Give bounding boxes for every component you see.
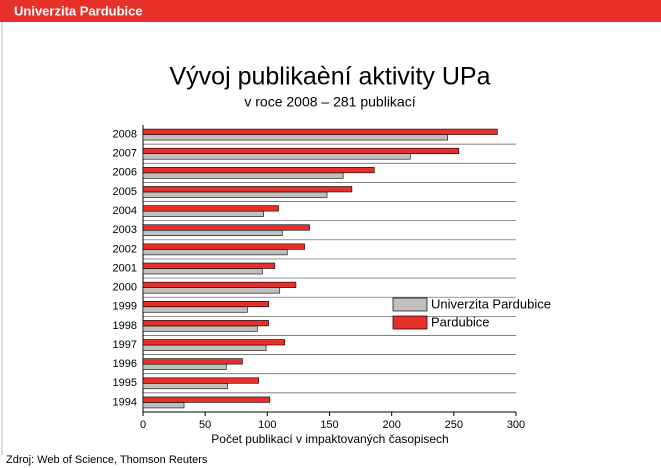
bar — [142, 205, 279, 212]
bar — [142, 134, 448, 141]
y-tick-label: 2006 — [113, 167, 137, 179]
x-tick-label: 300 — [507, 419, 525, 431]
bar — [142, 191, 328, 198]
header-bar — [0, 0, 661, 22]
x-tick-label: 150 — [320, 419, 338, 431]
y-tick-label: 1998 — [113, 320, 137, 332]
header-title: Univerzita Pardubice — [14, 3, 143, 18]
bar — [142, 243, 305, 250]
bar — [142, 358, 243, 365]
bar — [142, 363, 227, 370]
bar — [142, 249, 288, 256]
bar — [142, 229, 283, 237]
bar — [142, 186, 353, 193]
x-axis-label: Počet publikací v impaktovaných časopise… — [211, 432, 448, 446]
chart-title: Vývoj publikaèní aktivity UPa — [170, 63, 491, 91]
bar — [142, 268, 263, 275]
bar — [142, 224, 310, 231]
bar — [142, 377, 259, 384]
bar — [142, 128, 498, 135]
x-tick-label: 100 — [258, 419, 276, 431]
y-tick-label: 2001 — [113, 262, 137, 274]
x-tick-label: 50 — [199, 419, 211, 431]
legend-label: Univerzita Pardubice — [431, 296, 551, 311]
chart-subtitle: v roce 2008 – 281 publikací — [244, 94, 415, 110]
bar — [142, 320, 269, 327]
bar — [142, 396, 271, 403]
bar — [142, 210, 264, 217]
y-tick-label: 2000 — [113, 282, 137, 294]
bar — [142, 287, 281, 294]
y-tick-label: 1996 — [113, 358, 137, 370]
legend-swatch — [392, 315, 428, 330]
bar — [142, 344, 267, 351]
bar — [142, 339, 286, 346]
x-tick-label: 250 — [445, 419, 463, 431]
legend-swatch — [392, 297, 428, 312]
source: Zdroj: Web of Science, Thomson Reuters — [6, 454, 208, 466]
bar — [142, 167, 375, 174]
y-tick-label: 1997 — [113, 339, 137, 351]
y-tick-label: 2005 — [113, 186, 137, 198]
bar — [142, 262, 276, 269]
bar — [142, 382, 228, 390]
bar — [142, 402, 185, 409]
bar — [142, 306, 248, 313]
bar — [142, 281, 297, 288]
y-tick-label: 1999 — [113, 301, 137, 313]
y-tick-label: 1994 — [113, 396, 137, 408]
y-tick-label: 2008 — [113, 128, 137, 140]
legend-label: Pardubice — [431, 314, 490, 329]
y-tick-label: 2007 — [113, 148, 137, 160]
bar — [142, 153, 411, 160]
y-tick-label: 2003 — [113, 224, 137, 236]
bar — [142, 147, 460, 154]
x-tick-label: 0 — [140, 419, 146, 431]
bar — [142, 172, 344, 179]
y-tick-label: 1995 — [113, 377, 137, 389]
y-tick-label: 2004 — [113, 205, 137, 217]
bar — [142, 300, 269, 308]
x-tick-label: 200 — [382, 419, 400, 431]
y-tick-label: 2002 — [113, 243, 137, 255]
bar — [142, 325, 258, 332]
